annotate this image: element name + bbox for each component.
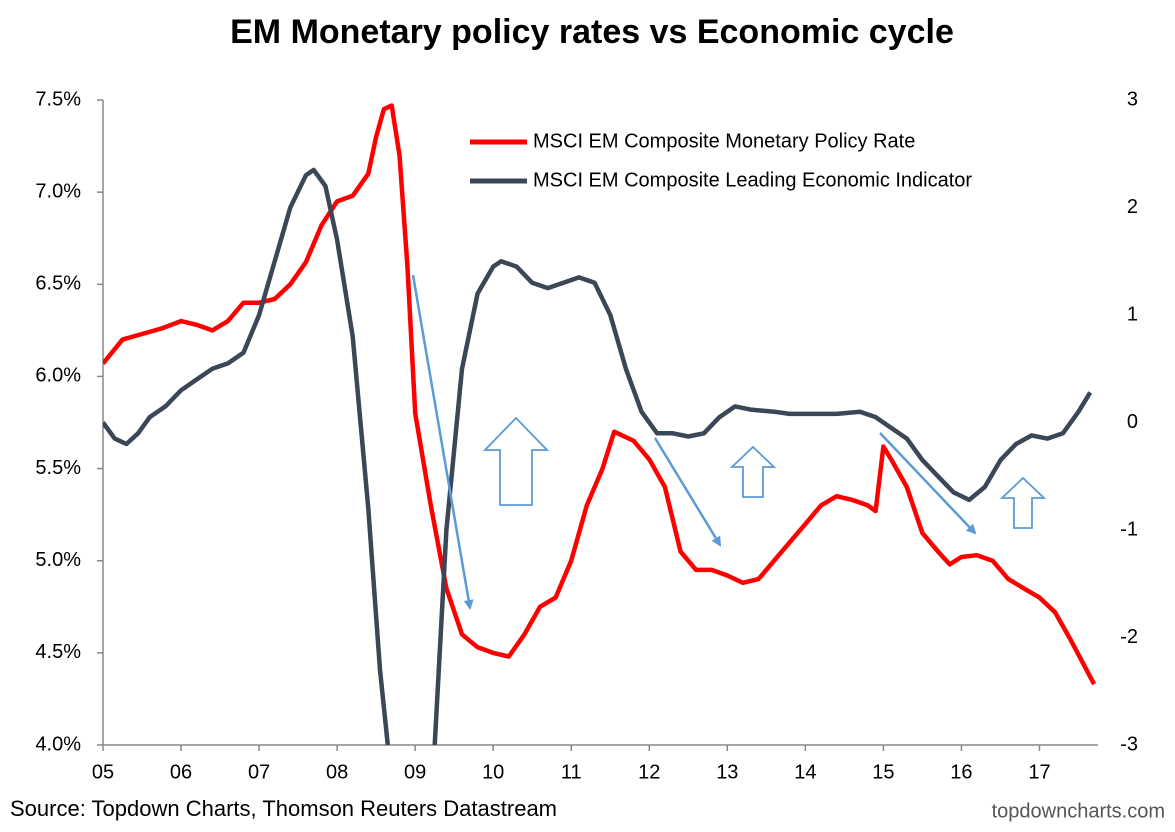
x-tick-label: 10 (482, 761, 504, 783)
legend-label: MSCI EM Composite Leading Economic Indic… (533, 169, 972, 191)
y-tick-label: 7.5% (35, 88, 81, 110)
y2-tick-label: -1 (1120, 518, 1138, 540)
y2-tick-label: 0 (1127, 411, 1138, 433)
y-tick-label: 7.0% (35, 180, 81, 202)
annotations (411, 274, 1047, 610)
up-arrow (482, 416, 550, 506)
x-tick-label: 16 (950, 761, 972, 783)
y2-tick-label: 3 (1127, 88, 1138, 110)
y2-tick-label: -2 (1120, 626, 1138, 648)
down-arrow (879, 432, 977, 535)
y-tick-label: 4.0% (35, 733, 81, 755)
x-tick-label: 05 (92, 761, 114, 783)
y-tick-label: 6.5% (35, 273, 81, 295)
x-tick-label: 14 (794, 761, 816, 783)
down-arrow (653, 437, 722, 547)
plot-area (103, 103, 1097, 745)
y2-tick-label: -3 (1120, 733, 1138, 755)
x-tick-label: 15 (872, 761, 894, 783)
watermark: topdowncharts.com (992, 800, 1165, 822)
x-tick-label: 12 (638, 761, 660, 783)
x-tick-label: 17 (1028, 761, 1050, 783)
y-tick-label: 4.5% (35, 641, 81, 663)
up-arrow (729, 445, 777, 498)
down-arrow (411, 274, 474, 610)
x-tick-label: 07 (248, 761, 270, 783)
y-tick-label: 5.0% (35, 549, 81, 571)
x-tick-label: 09 (404, 761, 426, 783)
x-tick-label: 11 (561, 761, 582, 783)
x-tick-label: 08 (326, 761, 348, 783)
chart-title: EM Monetary policy rates vs Economic cyc… (230, 13, 954, 51)
y-tick-label: 5.5% (35, 457, 81, 479)
up-arrow (999, 476, 1047, 529)
series-line (103, 103, 1097, 686)
y2-tick-label: 2 (1127, 196, 1138, 218)
x-tick-label: 13 (716, 761, 738, 783)
legend-label: MSCI EM Composite Monetary Policy Rate (533, 130, 915, 152)
x-tick-label: 06 (170, 761, 192, 783)
series-line (103, 167, 1093, 745)
y-tick-label: 6.0% (35, 365, 81, 387)
source-note: Source: Topdown Charts, Thomson Reuters … (10, 796, 557, 821)
y2-tick-label: 1 (1127, 303, 1138, 325)
